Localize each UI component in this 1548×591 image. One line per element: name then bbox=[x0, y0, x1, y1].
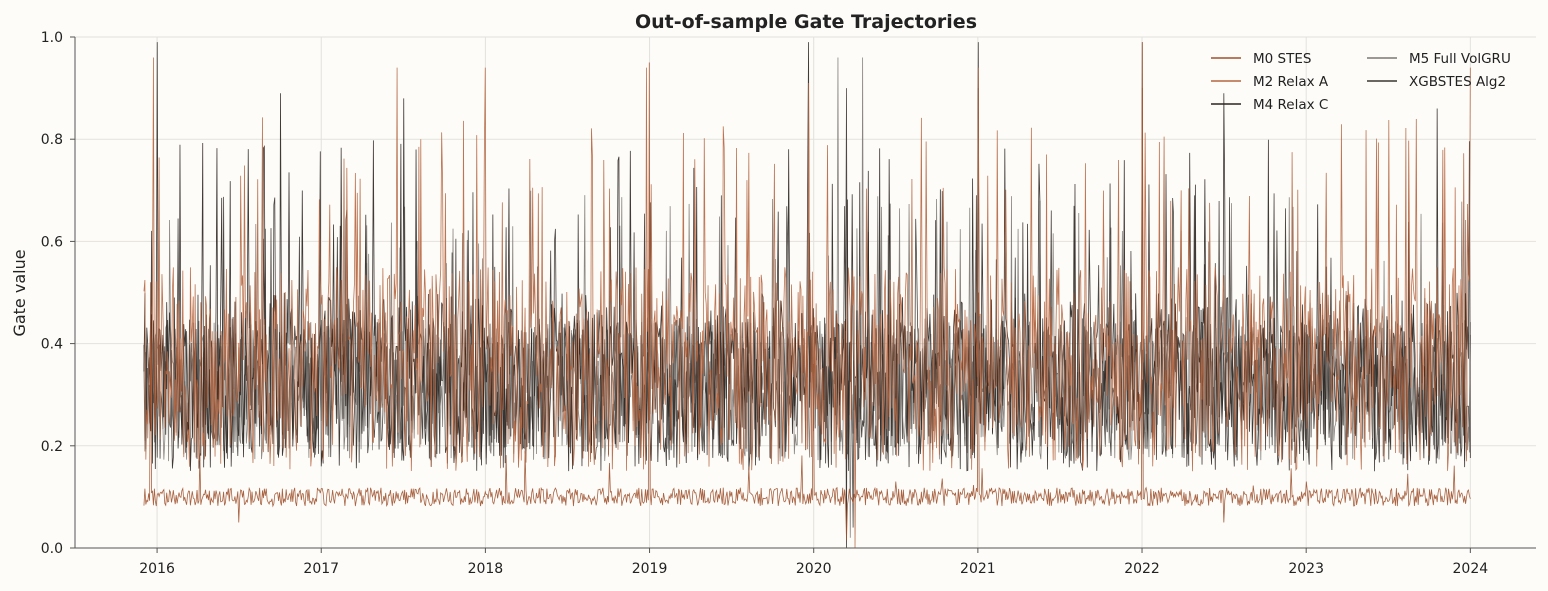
chart-title: Out-of-sample Gate Trajectories bbox=[635, 11, 977, 33]
y-tick-label: 1.0 bbox=[41, 30, 63, 46]
x-tick-label: 2023 bbox=[1288, 561, 1324, 577]
y-tick-label: 0.8 bbox=[41, 132, 63, 148]
legend-label: XGBSTES Alg2 bbox=[1409, 74, 1506, 90]
legend-label: M0 STES bbox=[1253, 51, 1311, 67]
y-tick-label: 0.0 bbox=[41, 541, 63, 557]
legend-label: M4 Relax C bbox=[1253, 97, 1328, 113]
chart: 0.0 0.2 0.4 0.6 0.8 1.0 2016 2017 2018 2019 2020 20… bbox=[0, 0, 1548, 587]
x-tick-label: 2020 bbox=[796, 561, 832, 577]
y-tick-label: 0.6 bbox=[41, 234, 63, 250]
x-tick-label: 2017 bbox=[303, 561, 339, 577]
x-tick-label: 2024 bbox=[1453, 561, 1489, 577]
x-tick-label: 2021 bbox=[960, 561, 996, 577]
x-tick-label: 2022 bbox=[1124, 561, 1160, 577]
y-axis-label: Gate value bbox=[10, 249, 29, 336]
legend-label: M2 Relax A bbox=[1253, 74, 1329, 90]
x-tick-label: 2016 bbox=[139, 561, 175, 577]
x-tick-label: 2019 bbox=[632, 561, 668, 577]
x-tick-label: 2018 bbox=[468, 561, 504, 577]
y-tick-label: 0.2 bbox=[41, 439, 63, 455]
y-tick-label: 0.4 bbox=[41, 337, 63, 353]
chart-svg: 0.0 0.2 0.4 0.6 0.8 1.0 2016 2017 2018 2019 2020 20… bbox=[0, 0, 1548, 587]
legend-label: M5 Full VolGRU bbox=[1409, 51, 1511, 67]
